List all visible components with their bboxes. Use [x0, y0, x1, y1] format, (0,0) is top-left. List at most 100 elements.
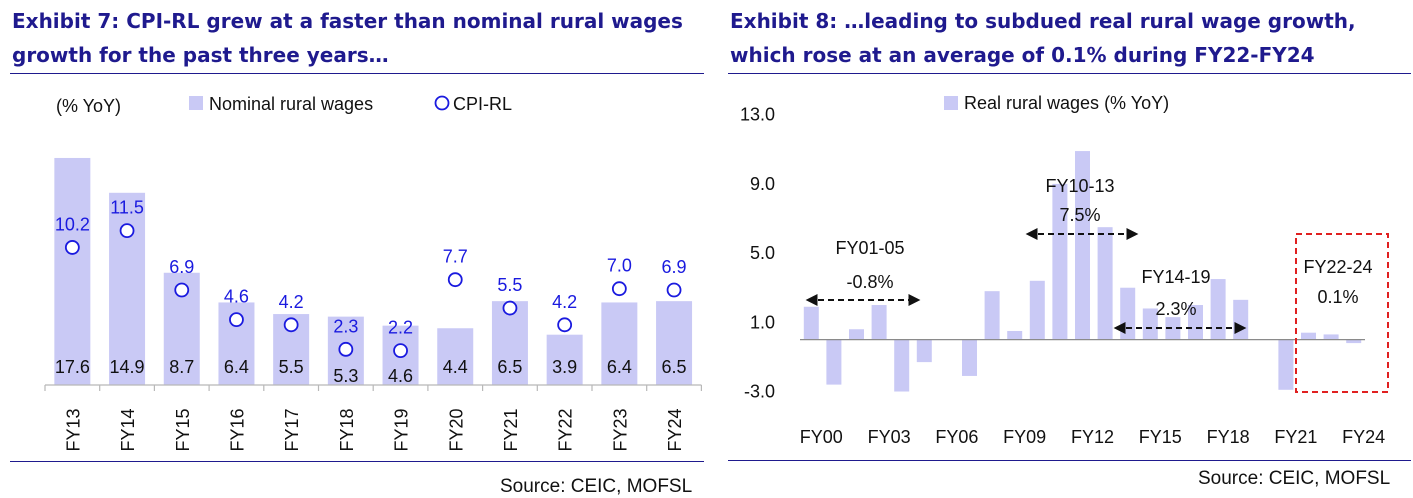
right-bottom-rule	[728, 460, 1411, 461]
left-panel: Exhibit 7: CPI-RL grew at a faster than …	[0, 0, 706, 498]
real-wage-bar	[1278, 339, 1294, 390]
right-x-tick-label: FY00	[800, 427, 843, 447]
left-title-line1: Exhibit 7: CPI-RL grew at a faster than …	[12, 9, 683, 33]
left-x-tick-label: FY23	[610, 408, 630, 451]
left-x-tick-label: FY22	[556, 408, 576, 451]
wage-label: 6.5	[497, 357, 522, 377]
wage-label: 3.9	[552, 357, 577, 377]
wage-bar	[546, 334, 583, 385]
left-chart: (% YoY) Nominal rural wages CPI-RL 17.6 14.9…	[44, 94, 703, 452]
annotation-value: -0.8%	[846, 272, 893, 292]
cpi-label: 7.7	[443, 247, 468, 267]
wage-label: 6.4	[224, 357, 249, 377]
wage-label: 6.5	[662, 357, 687, 377]
right-x-tick-label: FY15	[1139, 427, 1182, 447]
right-y-tick-label: 9.0	[750, 174, 775, 194]
annotation-period: FY14-19	[1141, 267, 1210, 287]
wage-bar	[54, 157, 91, 385]
cpi-label: 10.2	[55, 214, 90, 234]
real-wage-bar	[803, 306, 819, 340]
left-x-tick-label: FY16	[227, 408, 247, 451]
wage-bar	[437, 328, 474, 385]
right-y-tick-label: 1.0	[750, 312, 775, 332]
left-x-tick-label: FY19	[392, 408, 412, 451]
left-x-tick-label: FY21	[501, 408, 521, 451]
real-wage-bar	[916, 339, 932, 363]
left-title-rule	[10, 73, 704, 74]
wage-label: 17.6	[55, 357, 90, 377]
left-source: Source: CEIC, MOFSL	[500, 476, 693, 497]
right-legend-label: Real rural wages (% YoY)	[964, 93, 1169, 113]
real-wage-bar	[1097, 227, 1113, 340]
cpi-marker	[447, 272, 463, 288]
annotation-period: FY22-24	[1303, 257, 1372, 277]
annotation-value: 0.1%	[1317, 287, 1358, 307]
cpi-label: 4.2	[552, 292, 577, 312]
real-wage-bar	[826, 339, 842, 385]
cpi-marker	[119, 223, 135, 239]
real-wage-bar	[1075, 151, 1090, 340]
cpi-label: 2.3	[333, 316, 358, 336]
cpi-marker	[611, 281, 627, 297]
annotation-value: 7.5%	[1059, 205, 1100, 225]
right-title-line1: Exhibit 8: …leading to subdued real rura…	[730, 9, 1356, 33]
wage-label: 4.6	[388, 366, 413, 386]
wage-bar	[601, 302, 638, 385]
wage-label: 8.7	[169, 357, 194, 377]
real-wage-bar	[984, 291, 1000, 340]
right-y-tick-label: -3.0	[744, 382, 775, 402]
right-panel: Exhibit 8: …leading to subdued real rura…	[720, 0, 1413, 498]
cpi-marker	[502, 300, 518, 316]
right-y-tick-label: 5.0	[750, 243, 775, 263]
left-x-tick-label: FY15	[173, 408, 193, 451]
right-title-rule	[728, 73, 1411, 74]
cpi-marker	[229, 312, 244, 328]
real-wage-bar	[1323, 334, 1339, 340]
cpi-marker	[557, 317, 573, 333]
right-legend-swatch	[944, 96, 958, 110]
cpi-label: 7.0	[607, 256, 632, 276]
cpi-label: 4.6	[224, 287, 249, 307]
real-wage-bar	[894, 339, 910, 392]
cpi-marker	[174, 282, 190, 298]
right-x-tick-label: FY03	[868, 427, 911, 447]
real-wage-bar	[1007, 330, 1023, 340]
real-wage-bar	[849, 329, 864, 340]
real-wage-bar	[1029, 280, 1045, 340]
left-title-line2: growth for the past three years…	[12, 43, 389, 67]
wage-label: 5.5	[279, 357, 304, 377]
real-wage-bar	[1233, 299, 1249, 340]
cpi-label: 2.2	[388, 318, 413, 338]
right-x-tick-label: FY21	[1274, 427, 1317, 447]
real-wage-bar	[962, 339, 977, 376]
real-wage-bar	[1346, 339, 1362, 344]
real-wage-bar	[871, 305, 887, 340]
wage-label: 5.3	[333, 366, 358, 386]
annotation-value: 2.3%	[1155, 299, 1196, 319]
cpi-marker	[666, 282, 682, 298]
right-x-tick-label: FY09	[1003, 427, 1046, 447]
annotation-period: FY10-13	[1045, 176, 1114, 196]
real-wage-bar	[1210, 279, 1226, 340]
left-x-tick-label: FY14	[118, 408, 138, 451]
left-x-tick-label: FY18	[337, 408, 357, 451]
cpi-marker	[283, 317, 299, 333]
right-title-line2: which rose at an average of 0.1% during …	[730, 43, 1315, 67]
right-source: Source: CEIC, MOFSL	[1198, 468, 1391, 489]
left-legend-wage-label: Nominal rural wages	[209, 94, 373, 114]
right-x-tick-label: FY24	[1342, 427, 1385, 447]
left-legend-cpi-label: CPI-RL	[453, 94, 512, 114]
wage-label: 14.9	[110, 357, 145, 377]
right-chart: Real rural wages (% YoY) 13.0 9.0 5.0 1.0 -3.…	[740, 93, 1389, 447]
cpi-label: 4.2	[279, 292, 304, 312]
annotation-period: FY01-05	[835, 238, 904, 258]
real-wage-bar	[1052, 183, 1068, 340]
left-x-tick-label: FY24	[665, 408, 685, 451]
left-legend-wage-swatch	[189, 96, 203, 110]
cpi-marker	[64, 240, 80, 255]
left-x-tick-label: FY20	[446, 408, 466, 451]
right-y-tick-label: 13.0	[740, 105, 775, 125]
cpi-label: 6.9	[169, 257, 194, 277]
wage-label: 4.4	[443, 357, 468, 377]
wage-label: 6.4	[607, 357, 632, 377]
